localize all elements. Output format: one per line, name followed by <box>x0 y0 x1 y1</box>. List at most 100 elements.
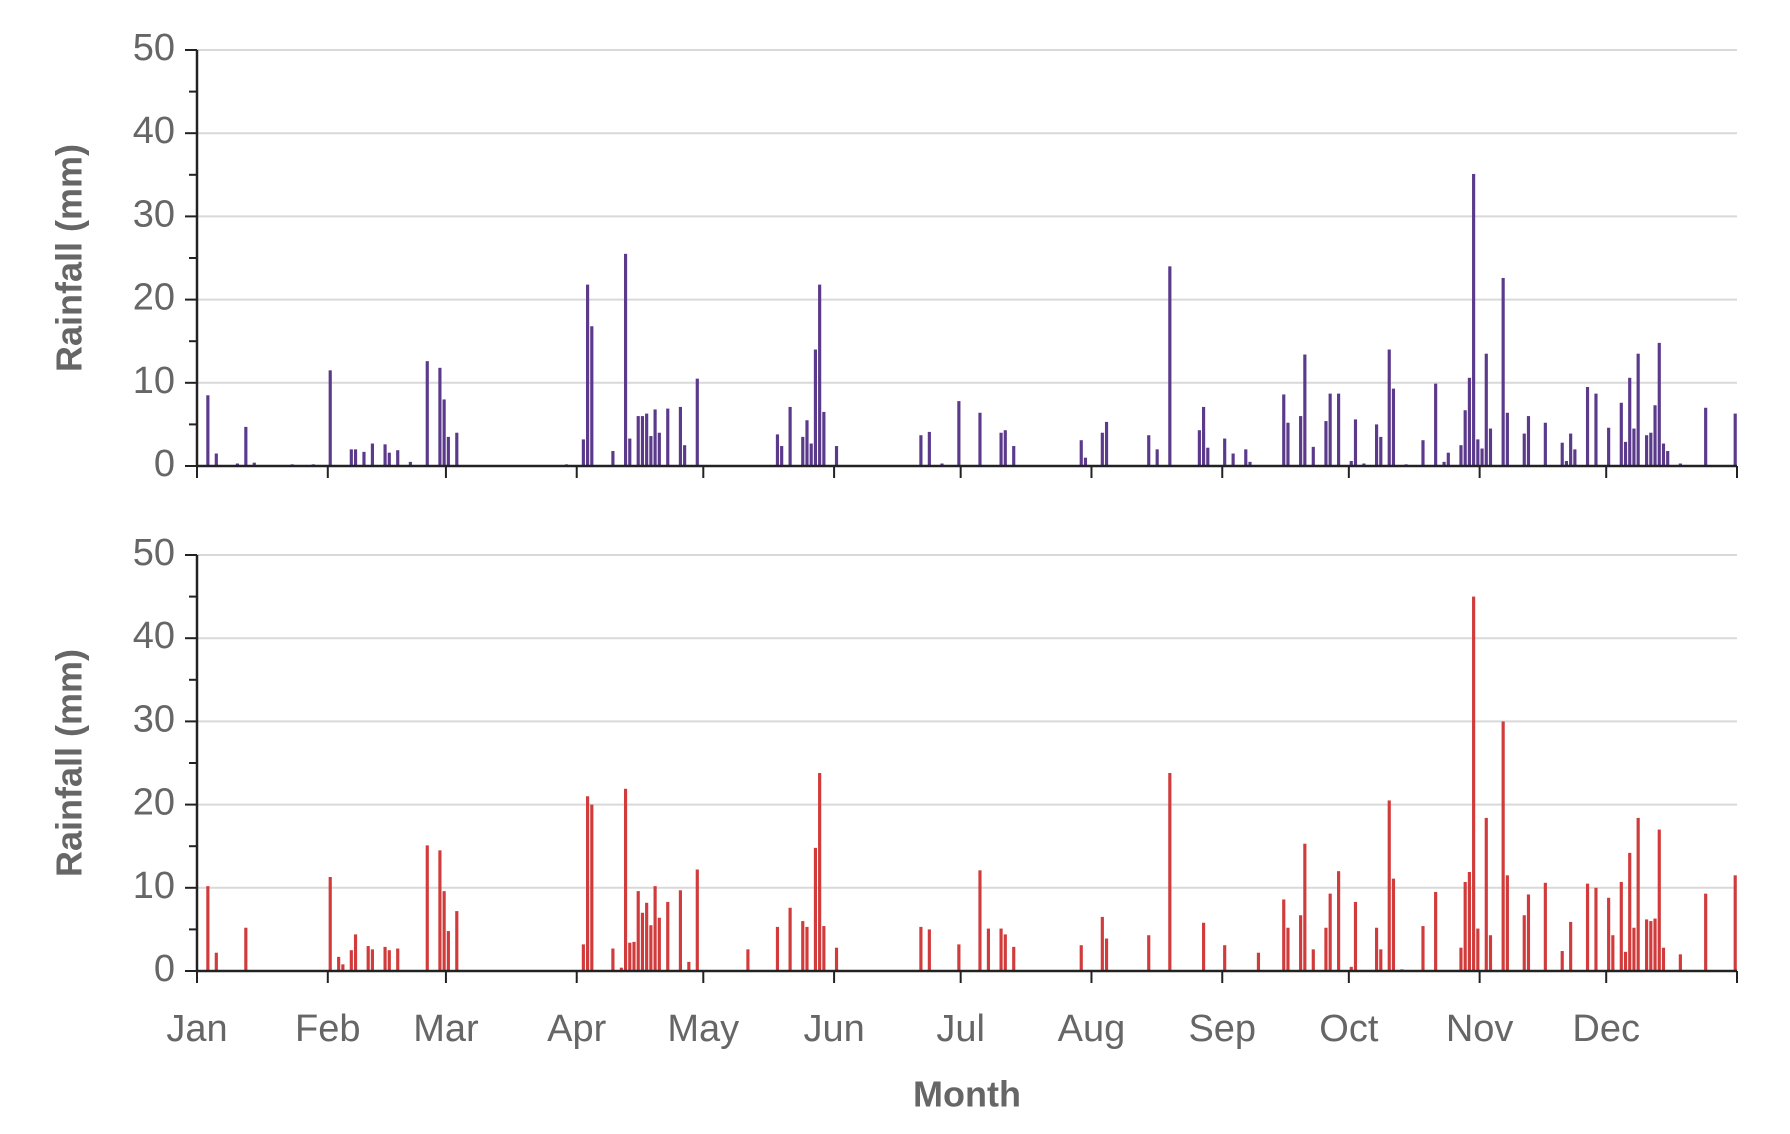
bar <box>442 399 446 466</box>
bar <box>666 408 670 466</box>
bar <box>442 891 446 971</box>
bar <box>919 435 923 466</box>
bar <box>822 411 826 466</box>
bar <box>653 886 657 971</box>
bar <box>1299 416 1303 466</box>
bar <box>1155 449 1159 466</box>
bar <box>1645 919 1649 971</box>
bar <box>1632 927 1636 971</box>
bar <box>645 902 649 971</box>
bar <box>775 926 780 971</box>
bar <box>1223 945 1227 971</box>
bar <box>1488 935 1493 971</box>
bar <box>623 253 628 466</box>
bar <box>1374 424 1379 466</box>
x-tick-label: Aug <box>1058 1008 1126 1050</box>
bar <box>1607 427 1611 466</box>
bar <box>632 941 636 971</box>
bar <box>438 850 442 971</box>
bar <box>586 284 590 466</box>
bar <box>1286 422 1290 466</box>
bar <box>1488 428 1493 466</box>
bar <box>1286 927 1290 971</box>
bar <box>1379 949 1383 971</box>
bar <box>341 964 345 971</box>
bar <box>1472 173 1476 466</box>
bar <box>623 788 628 971</box>
bar <box>1569 921 1573 971</box>
bar <box>1387 349 1391 466</box>
bar <box>628 942 632 971</box>
bar <box>683 445 687 466</box>
bar <box>1168 266 1172 466</box>
bar <box>1083 457 1088 466</box>
y-tick-label: 50 <box>133 532 175 574</box>
bar <box>1379 436 1383 466</box>
bar <box>813 847 818 971</box>
bar <box>957 944 961 971</box>
bar <box>1585 883 1590 971</box>
bar <box>1467 871 1471 971</box>
bar <box>353 934 358 971</box>
y-tick-label: 40 <box>133 615 175 657</box>
bar <box>349 449 353 466</box>
bar <box>1678 954 1682 971</box>
y-tick-label: 40 <box>133 110 175 152</box>
bar <box>775 434 780 466</box>
bar <box>1223 438 1227 466</box>
bar <box>328 370 332 466</box>
bar <box>822 926 826 971</box>
bar <box>1543 422 1547 466</box>
bar <box>1661 947 1666 971</box>
bar <box>1657 342 1661 466</box>
bar <box>438 367 442 466</box>
bar <box>611 451 615 466</box>
y-axis-label: Rainfall (mm) <box>49 649 90 877</box>
bar <box>666 901 670 971</box>
bar <box>1619 881 1623 971</box>
bar <box>687 961 691 971</box>
bar <box>349 950 353 971</box>
bar <box>366 946 370 971</box>
bar <box>1501 721 1505 971</box>
bar <box>1585 386 1590 466</box>
bar <box>337 956 341 971</box>
bar <box>746 949 750 971</box>
bar <box>834 947 839 971</box>
bar <box>425 845 429 971</box>
bar <box>640 416 645 466</box>
bar <box>1328 393 1332 466</box>
bar <box>695 869 699 971</box>
bar <box>1442 461 1446 466</box>
bar <box>387 452 391 466</box>
bar <box>801 921 805 971</box>
bar <box>1202 922 1206 971</box>
bar <box>1636 353 1640 466</box>
bar <box>1421 926 1425 971</box>
bar <box>678 406 682 466</box>
bar <box>1197 430 1201 466</box>
bar <box>1446 452 1450 466</box>
bar <box>1349 966 1353 971</box>
bar <box>1628 377 1632 466</box>
bar <box>801 436 805 466</box>
x-tick-label: Jul <box>936 1008 985 1050</box>
bar <box>1244 449 1248 466</box>
bar <box>1560 951 1564 971</box>
bar <box>581 944 585 971</box>
bar <box>1619 402 1623 466</box>
bar <box>425 361 429 466</box>
bar <box>387 950 391 971</box>
bar <box>636 891 640 971</box>
bar <box>362 451 366 466</box>
bar <box>1733 875 1737 971</box>
bar <box>805 926 809 971</box>
bar <box>244 426 248 466</box>
bar <box>1434 891 1438 971</box>
bar <box>695 378 699 466</box>
bar <box>1231 453 1235 466</box>
y-axis-label: Rainfall (mm) <box>49 144 90 372</box>
bar <box>1104 421 1109 466</box>
bar <box>645 413 649 466</box>
